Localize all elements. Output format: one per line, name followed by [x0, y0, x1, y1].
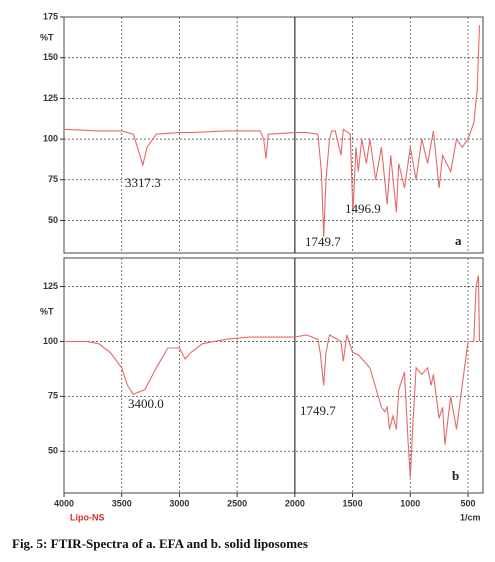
y-tick-label: 50: [48, 446, 58, 456]
y-tick-label: 150: [43, 52, 58, 62]
peak-annotation: 1749.7: [300, 403, 336, 418]
x-tick-label: 2000: [285, 498, 305, 508]
y-tick-label: 100: [43, 336, 58, 346]
panel-label: b: [452, 468, 459, 483]
y-tick-label: 50: [48, 215, 58, 225]
peak-annotation: 3317.3: [125, 175, 161, 190]
peak-annotation: 3400.0: [128, 396, 164, 411]
x-tick-label: 3000: [169, 498, 189, 508]
peak-annotation: 1749.7: [305, 234, 341, 249]
y-tick-label: 75: [48, 174, 58, 184]
y-axis-label: %T: [40, 306, 54, 316]
spectrum-line: [64, 275, 481, 478]
panel-label: a: [455, 233, 462, 248]
x-tick-label: 1000: [400, 498, 420, 508]
peak-annotation: 1496.9: [345, 201, 381, 216]
y-tick-label: 125: [43, 93, 58, 103]
caption: Fig. 5: FTIR-Spectra of a. EFA and b. so…: [12, 536, 308, 551]
x-tick-label: 3500: [112, 498, 132, 508]
spectrum-line: [63, 25, 481, 237]
x-tick-label: 2500: [227, 498, 247, 508]
x-note: Lipo-NS: [70, 512, 105, 522]
y-tick-label: 75: [48, 391, 58, 401]
plot-frame: [63, 16, 484, 254]
y-tick-label: 175: [43, 11, 58, 21]
x-tick-label: 500: [460, 498, 475, 508]
y-axis-label: %T: [40, 32, 54, 42]
x-unit: 1/cm: [460, 512, 481, 522]
y-tick-label: 100: [43, 133, 58, 143]
plot-frame: [63, 257, 484, 494]
y-tick-label: 125: [43, 281, 58, 291]
x-tick-label: 1500: [343, 498, 363, 508]
x-tick-label: 4000: [54, 498, 74, 508]
